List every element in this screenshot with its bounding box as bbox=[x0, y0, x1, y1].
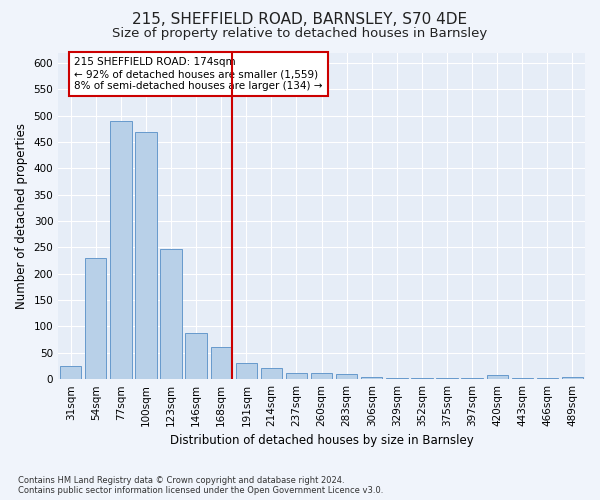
Bar bbox=[110, 121, 131, 379]
Bar bbox=[160, 248, 182, 379]
Bar bbox=[336, 374, 358, 379]
Bar bbox=[411, 378, 433, 379]
Text: Contains HM Land Registry data © Crown copyright and database right 2024.
Contai: Contains HM Land Registry data © Crown c… bbox=[18, 476, 383, 495]
Bar bbox=[185, 333, 207, 379]
Bar bbox=[487, 376, 508, 379]
X-axis label: Distribution of detached houses by size in Barnsley: Distribution of detached houses by size … bbox=[170, 434, 473, 448]
Bar bbox=[261, 368, 282, 379]
Bar bbox=[286, 373, 307, 379]
Bar bbox=[562, 376, 583, 379]
Y-axis label: Number of detached properties: Number of detached properties bbox=[15, 123, 28, 309]
Bar bbox=[461, 378, 483, 379]
Bar bbox=[60, 366, 82, 379]
Text: Size of property relative to detached houses in Barnsley: Size of property relative to detached ho… bbox=[112, 28, 488, 40]
Bar bbox=[311, 374, 332, 379]
Text: 215, SHEFFIELD ROAD, BARNSLEY, S70 4DE: 215, SHEFFIELD ROAD, BARNSLEY, S70 4DE bbox=[133, 12, 467, 28]
Bar bbox=[386, 378, 407, 379]
Bar bbox=[436, 378, 458, 379]
Text: 215 SHEFFIELD ROAD: 174sqm
← 92% of detached houses are smaller (1,559)
8% of se: 215 SHEFFIELD ROAD: 174sqm ← 92% of deta… bbox=[74, 58, 322, 90]
Bar bbox=[512, 378, 533, 379]
Bar bbox=[361, 376, 382, 379]
Bar bbox=[136, 132, 157, 379]
Bar bbox=[236, 364, 257, 379]
Bar bbox=[537, 378, 558, 379]
Bar bbox=[85, 258, 106, 379]
Bar bbox=[211, 346, 232, 379]
